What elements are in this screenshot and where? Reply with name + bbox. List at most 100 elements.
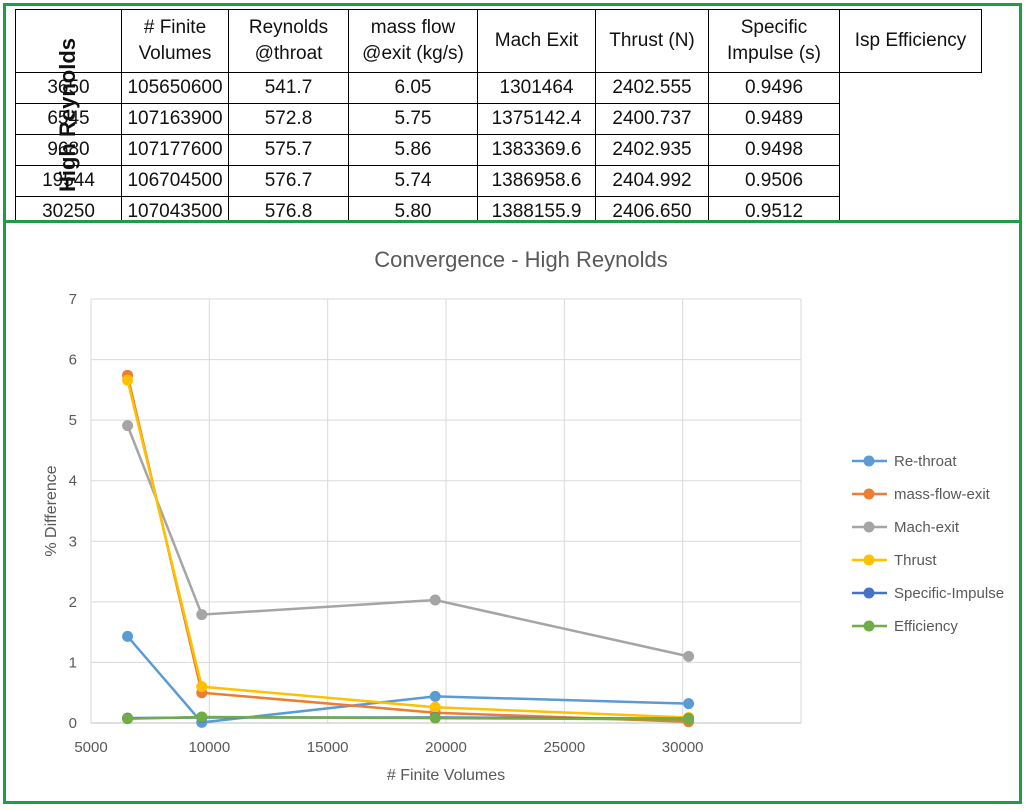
- x-tick-label: 30000: [662, 739, 704, 756]
- data-point: [429, 712, 441, 724]
- table-cell: 30250: [15, 196, 122, 220]
- figure-frame: High Reynolds # Finite Volumes Reynolds @…: [3, 3, 1022, 804]
- row-group-label: High Reynolds: [55, 37, 80, 193]
- table-cell: 107177600: [121, 134, 229, 166]
- legend-marker: [863, 488, 875, 500]
- series-line: [126, 375, 689, 724]
- table-cell: 2402.555: [595, 72, 709, 104]
- table-cell: 1388155.9: [477, 196, 596, 220]
- y-tick-label: 4: [69, 473, 77, 490]
- legend-label: Specific-Impulse: [894, 585, 1004, 602]
- table-cell: 2402.935: [595, 134, 709, 166]
- chart-area: Convergence - High Reynolds 0 1 2 3 4 5 6 7 500…: [9, 223, 1022, 801]
- table-row: 19544 106704500 576.7 5.74 1386958.6 2404.992…: [15, 165, 982, 197]
- chart-grid: [90, 298, 802, 724]
- legend-marker: [863, 587, 875, 599]
- table-cell: 1386958.6: [477, 165, 596, 197]
- table-cell: 3650: [15, 72, 122, 104]
- y-tick-label: 3: [69, 533, 77, 550]
- column-header: Reynolds @throat: [228, 9, 349, 73]
- data-point: [196, 711, 208, 723]
- table-cell: 575.7: [228, 134, 349, 166]
- table-cell: 2400.737: [595, 103, 709, 135]
- table-cell: 0.9512: [708, 196, 840, 220]
- x-tick-label: 5000: [74, 739, 107, 756]
- data-point: [683, 650, 695, 662]
- table-cell: 1383369.6: [477, 134, 596, 166]
- table-row: 6545 107163900 572.8 5.75 1375142.4 2400.737 0…: [15, 103, 982, 135]
- table-cell: 19544: [15, 165, 122, 197]
- series-efficiency: [122, 711, 695, 725]
- table-cell: 2404.992: [595, 165, 709, 197]
- table-cell: 0.9496: [708, 72, 840, 104]
- series-re-throat: [122, 630, 695, 728]
- table-cell: 107163900: [121, 103, 229, 135]
- legend-label: Thrust: [894, 552, 937, 569]
- series-layer: [122, 369, 695, 728]
- column-header: Mach Exit: [477, 9, 596, 73]
- results-table: High Reynolds # Finite Volumes Reynolds @…: [15, 9, 982, 220]
- legend-label: Mach-exit: [894, 519, 960, 536]
- data-point: [122, 420, 134, 432]
- data-point: [683, 698, 695, 710]
- table-cell: 576.8: [228, 196, 349, 220]
- column-header: mass flow @exit (kg/s): [348, 9, 478, 73]
- legend-label: Efficiency: [894, 618, 958, 635]
- table-cell: 5.74: [348, 165, 478, 197]
- y-axis-label: % Difference: [43, 465, 60, 556]
- data-point: [429, 701, 441, 713]
- data-point: [429, 690, 441, 702]
- column-header: Isp Efficiency: [839, 9, 982, 73]
- chart-title: Convergence - High Reynolds: [374, 247, 668, 272]
- row-group-label-cell: High Reynolds: [15, 9, 122, 192]
- series-mass-flow-exit: [122, 369, 695, 728]
- x-axis-ticks: 5000 10000 15000 20000 25000 30000: [74, 739, 703, 756]
- table-cell: 541.7: [228, 72, 349, 104]
- data-point: [122, 713, 134, 725]
- legend-marker: [863, 521, 875, 533]
- table-cell: 5.86: [348, 134, 478, 166]
- table-cell: 0.9498: [708, 134, 840, 166]
- y-axis-ticks: 0 1 2 3 4 5 6 7: [69, 291, 77, 732]
- table-header-row: High Reynolds # Finite Volumes Reynolds @…: [15, 9, 982, 192]
- table-cell: 5.80: [348, 196, 478, 220]
- data-point: [196, 681, 208, 693]
- table-cell: 1301464: [477, 72, 596, 104]
- legend-marker: [863, 455, 875, 467]
- x-tick-label: 20000: [425, 739, 467, 756]
- table-cell: 106704500: [121, 165, 229, 197]
- y-tick-label: 7: [69, 291, 77, 308]
- series-thrust: [122, 374, 695, 724]
- table-row: 30250 107043500 576.8 5.80 1388155.9 2406.650…: [15, 196, 982, 220]
- data-point: [196, 609, 208, 621]
- table-cell: 107043500: [121, 196, 229, 220]
- y-tick-label: 0: [69, 715, 77, 732]
- column-header: Specific Impulse (s): [708, 9, 840, 73]
- data-point: [683, 713, 695, 725]
- x-tick-label: 15000: [307, 739, 349, 756]
- series-line: [126, 379, 689, 719]
- y-tick-label: 1: [69, 654, 77, 671]
- legend-label: mass-flow-exit: [894, 486, 991, 503]
- series-mach-exit: [122, 420, 695, 662]
- legend-marker: [863, 620, 875, 632]
- table-row: 3650 105650600 541.7 6.05 1301464 2402.555 0.9…: [15, 72, 982, 104]
- table-cell: 572.8: [228, 103, 349, 135]
- results-table-region: High Reynolds # Finite Volumes Reynolds @…: [9, 6, 1022, 220]
- section-divider: [6, 220, 1019, 223]
- chart-legend: Re-throat mass-flow-exit Mach-exit Thrust Sp…: [852, 453, 1004, 635]
- series-line: [127, 715, 689, 721]
- table-cell: 576.7: [228, 165, 349, 197]
- data-point: [122, 374, 134, 386]
- table-cell: 2406.650: [595, 196, 709, 220]
- table-cell: 6.05: [348, 72, 478, 104]
- x-axis-label: # Finite Volumes: [387, 767, 505, 784]
- table-cell: 0.9506: [708, 165, 840, 197]
- column-header: Thrust (N): [595, 9, 709, 73]
- data-point: [122, 630, 134, 642]
- table-cell: 5.75: [348, 103, 478, 135]
- column-header: # Finite Volumes: [121, 9, 229, 73]
- y-tick-label: 6: [69, 352, 77, 369]
- table-cell: 6545: [15, 103, 122, 135]
- x-tick-label: 25000: [543, 739, 585, 756]
